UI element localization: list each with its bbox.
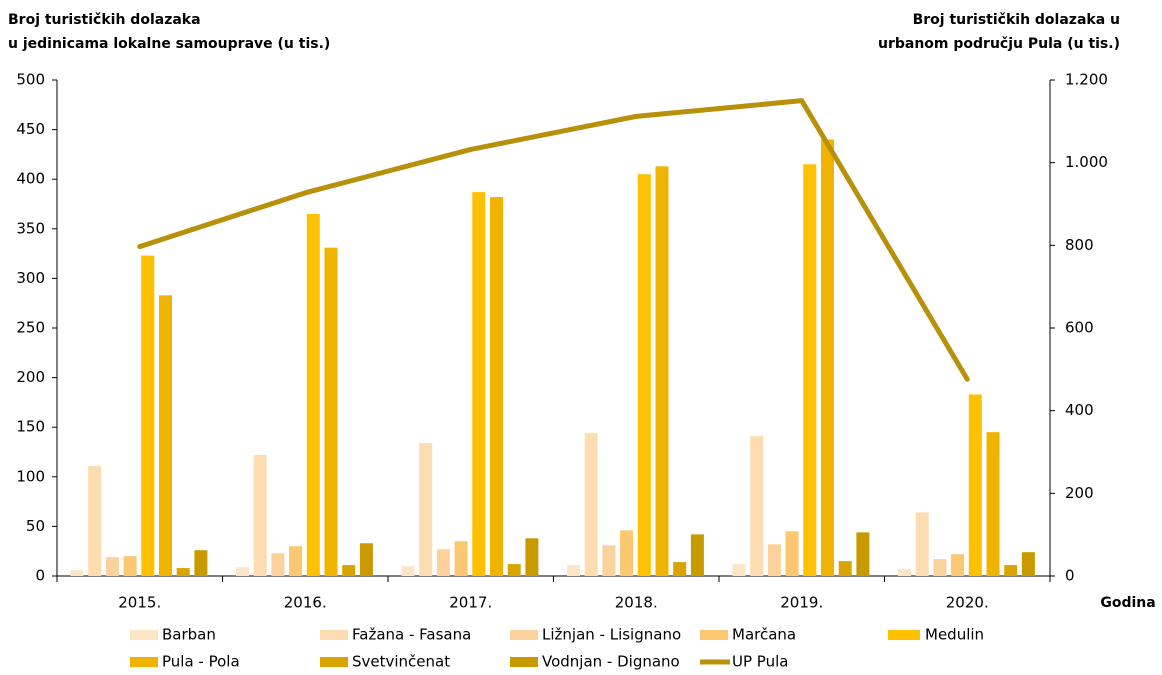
y2-axis-title: urbanom području Pula (u tis.)	[878, 36, 1120, 52]
y-tick-label: 150	[16, 418, 45, 436]
bar	[236, 567, 249, 576]
legend-label: Vodnjan - Dignano	[542, 653, 680, 671]
legend-swatch	[320, 657, 348, 667]
bar	[141, 255, 155, 577]
y-tick-label: 350	[16, 219, 45, 237]
x-tick-label: 2018.	[615, 594, 658, 612]
legend-label: Marčana	[732, 626, 796, 644]
legend-label: Svetvinčenat	[352, 653, 450, 671]
legend-swatch	[700, 630, 728, 640]
bar	[986, 432, 1000, 576]
bar	[898, 569, 911, 576]
y2-tick-label: 800	[1065, 236, 1094, 254]
legend-label: UP Pula	[732, 653, 788, 671]
y2-tick-label: 0	[1065, 567, 1075, 585]
bar	[673, 562, 687, 576]
y2-tick-label: 1.000	[1065, 153, 1108, 171]
x-tick-label: 2015.	[118, 594, 161, 612]
y-tick-label: 500	[16, 71, 45, 89]
y-axis-title: Broj turističkih dolazaka	[8, 12, 201, 28]
y2-tick-label: 600	[1065, 319, 1094, 337]
bar	[933, 559, 947, 576]
y2-axis-title: Broj turističkih dolazaka u	[913, 12, 1120, 28]
bar	[454, 541, 468, 576]
line	[137, 98, 970, 382]
y-tick-label: 50	[26, 517, 45, 535]
bar	[620, 530, 634, 576]
y-tick-label: 100	[16, 467, 45, 485]
legend-label: Medulin	[925, 626, 984, 644]
legend-swatch	[888, 630, 920, 640]
bar	[750, 436, 764, 576]
bar	[785, 531, 799, 576]
legend-swatch	[320, 630, 348, 640]
bar	[1021, 552, 1035, 576]
bar	[767, 544, 781, 576]
x-tick-label: 2017.	[449, 594, 492, 612]
bar	[567, 565, 580, 576]
x-tick-label: 2020.	[946, 594, 989, 612]
y-tick-label: 300	[16, 269, 45, 287]
bar	[289, 546, 303, 576]
bar	[472, 192, 486, 576]
bar	[951, 554, 965, 576]
bar	[584, 433, 598, 576]
bar	[105, 557, 119, 576]
bar	[176, 568, 190, 576]
bar	[123, 556, 137, 576]
legend-swatch	[510, 657, 538, 667]
bar	[525, 538, 539, 576]
bar	[838, 561, 852, 576]
bar	[915, 512, 929, 576]
y2-tick-label: 200	[1065, 484, 1094, 502]
x-tick-label: 2019.	[780, 594, 823, 612]
bar	[1004, 565, 1018, 576]
bar	[507, 564, 521, 576]
bar	[732, 564, 746, 576]
y2-tick-label: 400	[1065, 401, 1094, 419]
bar	[324, 247, 338, 576]
bar	[70, 570, 84, 576]
bar	[253, 454, 267, 576]
bar	[821, 139, 834, 576]
x-tick-label: 2016.	[284, 594, 327, 612]
bar	[602, 545, 616, 576]
y-axis-title: u jedinicama lokalne samouprave (u tis.)	[8, 36, 330, 52]
bar	[401, 566, 415, 576]
bar	[436, 549, 450, 576]
bar	[359, 543, 373, 576]
bar	[803, 164, 817, 576]
bar	[159, 295, 172, 576]
y-tick-label: 250	[16, 319, 45, 337]
bar	[419, 443, 433, 576]
bar	[690, 534, 704, 576]
bar	[342, 565, 356, 576]
bar	[637, 174, 651, 577]
legend-swatch	[130, 657, 158, 667]
bar	[968, 394, 982, 576]
y-tick-label: 0	[35, 567, 45, 585]
y2-tick-label: 1.200	[1065, 71, 1108, 89]
legend-swatch	[130, 630, 158, 640]
x-axis-title: Godina	[1100, 595, 1155, 611]
legend-label: Fažana - Fasana	[352, 626, 471, 644]
bar	[271, 553, 285, 576]
legend-label: Pula - Pola	[162, 653, 240, 671]
y-tick-label: 450	[16, 120, 45, 138]
legend-label: Barban	[162, 626, 216, 644]
bar	[306, 213, 320, 577]
bar	[856, 532, 870, 576]
legend-swatch	[510, 630, 538, 640]
bar	[490, 197, 503, 576]
bar	[655, 166, 669, 576]
y-tick-label: 200	[16, 368, 45, 386]
legend-label: Ližnjan - Lisignano	[542, 626, 681, 644]
bar	[194, 550, 208, 576]
y-tick-label: 400	[16, 170, 45, 188]
bar	[88, 465, 102, 576]
